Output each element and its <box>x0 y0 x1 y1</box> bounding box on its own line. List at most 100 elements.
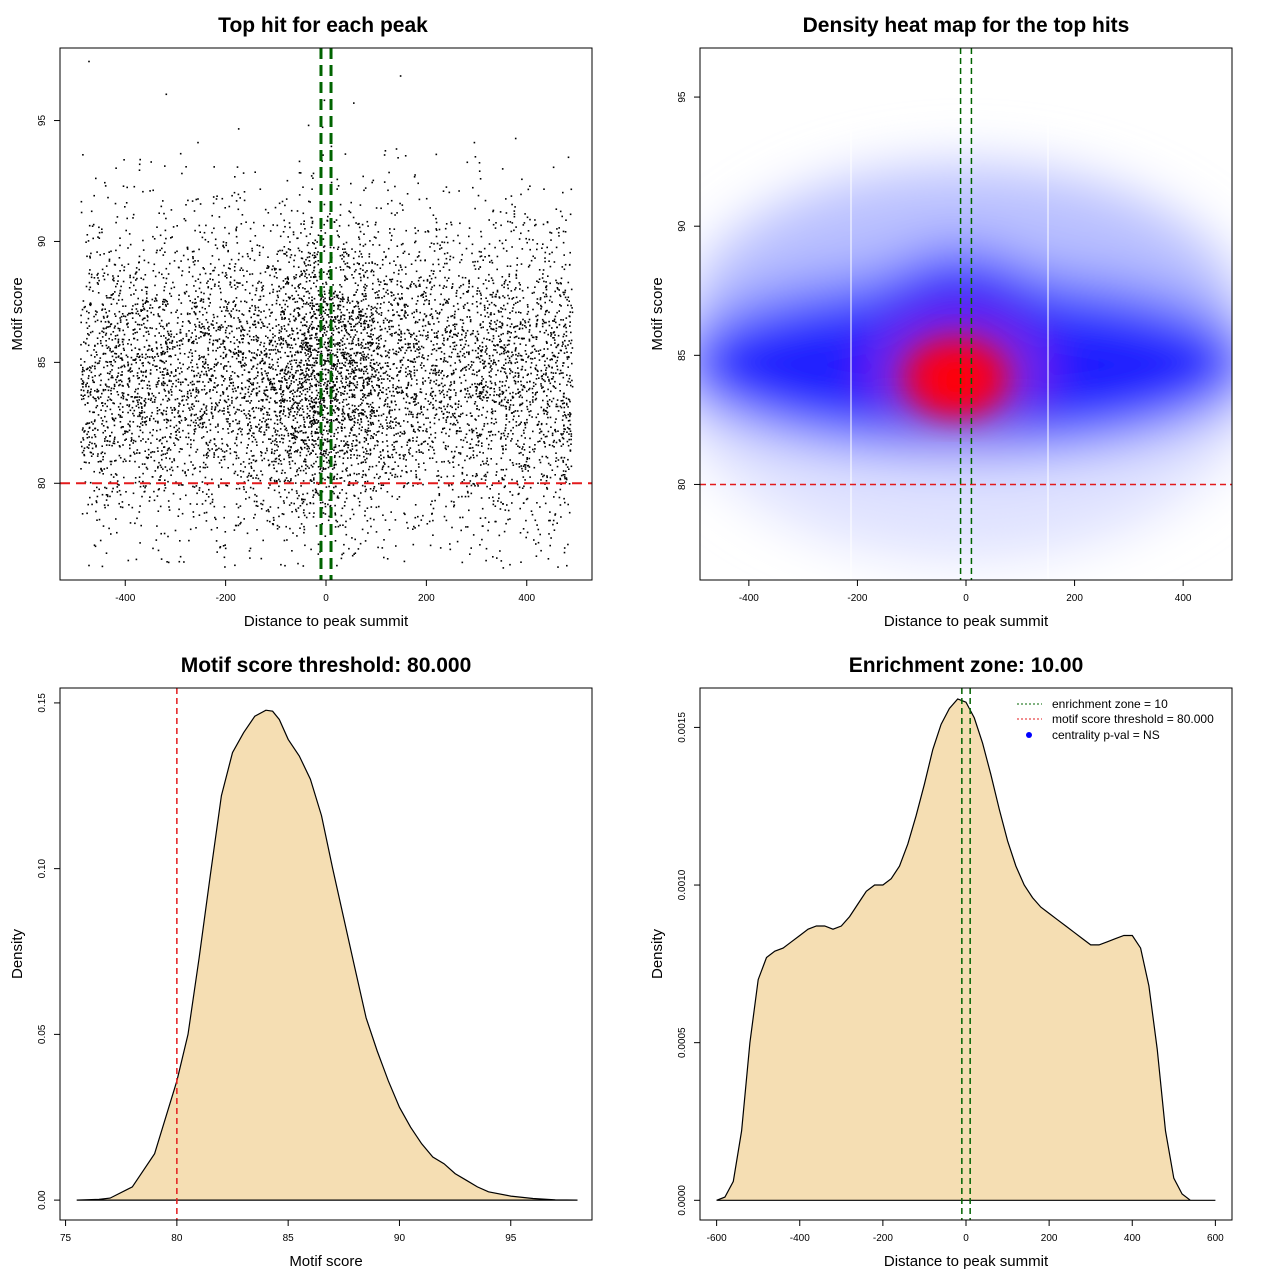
scatter-point <box>239 360 242 363</box>
scatter-point <box>193 302 196 305</box>
scatter-point <box>532 430 534 433</box>
scatter-point <box>531 392 534 394</box>
scatter-point <box>432 214 435 216</box>
scatter-point <box>268 401 271 404</box>
scatter-point <box>499 393 501 395</box>
scatter-point <box>357 317 360 319</box>
scatter-point <box>164 390 166 392</box>
scatter-point <box>405 413 407 416</box>
scatter-point <box>204 358 207 361</box>
scatter-point <box>404 310 406 312</box>
scatter-point <box>88 410 91 413</box>
scatter-point <box>301 346 303 349</box>
scatter-point <box>413 176 416 178</box>
scatter-point <box>290 359 293 362</box>
scatter-point <box>454 450 456 453</box>
scatter-point <box>260 451 262 453</box>
scatter-point <box>229 341 232 343</box>
scatter-point <box>294 435 296 437</box>
scatter-point <box>332 363 335 365</box>
scatter-point <box>341 413 343 415</box>
scatter-point <box>320 433 323 435</box>
scatter-point <box>366 429 369 432</box>
scatter-point <box>466 490 469 493</box>
scatter-point <box>498 386 501 389</box>
scatter-point <box>116 302 118 305</box>
scatter-point <box>288 456 290 459</box>
scatter-point <box>455 344 458 347</box>
scatter-point <box>551 351 554 354</box>
scatter-point <box>384 150 387 152</box>
scatter-point <box>565 326 567 329</box>
scatter-point <box>336 351 339 353</box>
scatter-point <box>453 313 456 316</box>
scatter-point <box>560 406 563 409</box>
scatter-point <box>486 485 488 488</box>
scatter-point <box>163 212 165 215</box>
scatter-point <box>403 315 406 318</box>
scatter-point <box>412 401 415 403</box>
scatter-point <box>209 502 212 505</box>
scatter-point <box>469 395 472 398</box>
scatter-point <box>312 172 315 175</box>
scatter-point <box>494 349 497 351</box>
scatter-point <box>307 445 310 448</box>
scatter-point <box>80 343 82 346</box>
scatter-point <box>120 285 122 288</box>
scatter-point <box>87 240 90 242</box>
scatter-point <box>160 319 163 322</box>
scatter-point <box>102 331 105 334</box>
scatter-point <box>255 387 258 390</box>
scatter-point <box>193 383 195 386</box>
scatter-point <box>140 403 143 405</box>
scatter-point <box>357 409 359 411</box>
scatter-point <box>560 474 563 477</box>
scatter-point <box>205 413 208 415</box>
scatter-point <box>257 407 260 410</box>
scatter-point <box>151 356 153 358</box>
scatter-point <box>191 342 193 344</box>
scatter-point <box>316 373 318 375</box>
scatter-point <box>128 386 130 388</box>
scatter-point <box>316 428 318 430</box>
scatter-point <box>377 377 379 379</box>
scatter-point <box>396 212 398 214</box>
scatter-point <box>458 286 461 289</box>
scatter-point <box>306 492 309 495</box>
scatter-point <box>536 248 538 251</box>
scatter-point <box>213 505 216 508</box>
scatter-point <box>89 394 92 396</box>
scatter-point <box>348 547 350 550</box>
scatter-point <box>343 325 346 328</box>
scatter-point <box>127 411 129 414</box>
scatter-point <box>369 449 372 452</box>
scatter-point <box>416 413 418 416</box>
scatter-point <box>376 431 379 433</box>
scatter-point <box>156 410 159 412</box>
scatter-point <box>283 219 285 222</box>
scatter-point <box>344 276 347 279</box>
scatter-point <box>317 325 320 328</box>
scatter-point <box>497 335 500 337</box>
scatter-point <box>121 357 123 359</box>
scatter-point <box>105 499 108 501</box>
scatter-point <box>307 124 310 127</box>
scatter-point <box>358 236 360 238</box>
scatter-point <box>144 398 147 400</box>
scatter-point <box>314 260 317 263</box>
scatter-point <box>552 320 554 322</box>
scatter-point <box>340 339 342 341</box>
scatter-point <box>345 378 347 380</box>
scatter-point <box>201 503 204 505</box>
scatter-point <box>444 328 447 330</box>
scatter-point <box>176 341 178 343</box>
scatter-point <box>158 479 160 481</box>
scatter-point <box>559 504 562 506</box>
scatter-point <box>270 386 273 389</box>
scatter-point <box>210 402 213 405</box>
scatter-point <box>328 419 331 421</box>
scatter-point <box>123 269 125 272</box>
scatter-point <box>408 449 410 451</box>
scatter-point <box>272 388 274 390</box>
scatter-point <box>197 424 199 427</box>
